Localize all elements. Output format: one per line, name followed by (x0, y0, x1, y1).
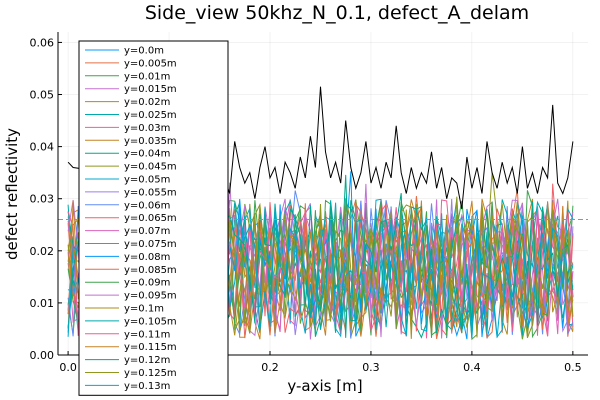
y-tick-label: 0.04 (30, 141, 55, 154)
x-tick-label: 0.2 (261, 361, 279, 374)
legend-label: y=0.015m (124, 84, 177, 95)
x-tick-label: 0.4 (463, 361, 481, 374)
legend-label: y=0.065m (124, 213, 177, 224)
legend-label: y=0.12m (124, 355, 170, 366)
y-tick-label: 0.00 (30, 349, 55, 362)
legend-label: y=0.035m (124, 136, 177, 147)
series-lines (67, 171, 574, 341)
legend-label: y=0.095m (124, 291, 177, 302)
legend-label: y=0.09m (124, 278, 170, 289)
legend-label: y=0.1m (124, 304, 164, 315)
legend-label: y=0.02m (124, 97, 170, 108)
envelope-line (67, 86, 574, 210)
x-tick-label: 0.3 (362, 361, 380, 374)
y-tick-label: 0.05 (30, 89, 55, 102)
legend-label: y=0.025m (124, 110, 177, 121)
y-axis-title: defect reflectivity (3, 128, 21, 260)
y-tick-label: 0.02 (30, 245, 55, 258)
legend-label: y=0.075m (124, 239, 177, 250)
chart-title: Side_view 50khz_N_0.1, defect_A_delam (145, 2, 529, 24)
x-tick-label: 0.5 (564, 361, 582, 374)
x-tick-label: 0.0 (59, 361, 77, 374)
legend-label: y=0.08m (124, 252, 170, 263)
legend-label: y=0.04m (124, 149, 170, 160)
legend-label: y=0.05m (124, 175, 170, 186)
legend-label: y=0.03m (124, 123, 170, 134)
legend-label: y=0.11m (124, 329, 170, 340)
legend: y=0.0my=0.005m y=0.01m y=0.015m y=0.02m y=0.… (78, 40, 229, 396)
y-tick-label: 0.06 (30, 36, 55, 49)
legend-label: y=0.045m (124, 162, 177, 173)
legend-label: y=0.07m (124, 226, 170, 237)
legend-label: y=0.125m (124, 368, 177, 379)
legend-label: y=0.055m (124, 187, 177, 198)
legend-label: y=0.13m (124, 381, 170, 392)
legend-label: y=0.115m (124, 342, 177, 353)
legend-label: y=0.01m (124, 71, 170, 82)
legend-label: y=0.005m (124, 58, 177, 69)
y-tick-labels: 0.00 0.01 0.02 0.03 0.04 0.05 0.06 (30, 36, 62, 362)
x-axis-title: y-axis [m] (287, 377, 362, 395)
legend-label: y=0.0m (124, 46, 164, 57)
y-tick-label: 0.01 (30, 297, 55, 310)
legend-label: y=0.085m (124, 265, 177, 276)
legend-label: y=0.105m (124, 316, 177, 327)
y-tick-label: 0.03 (30, 193, 55, 206)
legend-label: y=0.06m (124, 200, 170, 211)
envelope-path (67, 86, 574, 210)
